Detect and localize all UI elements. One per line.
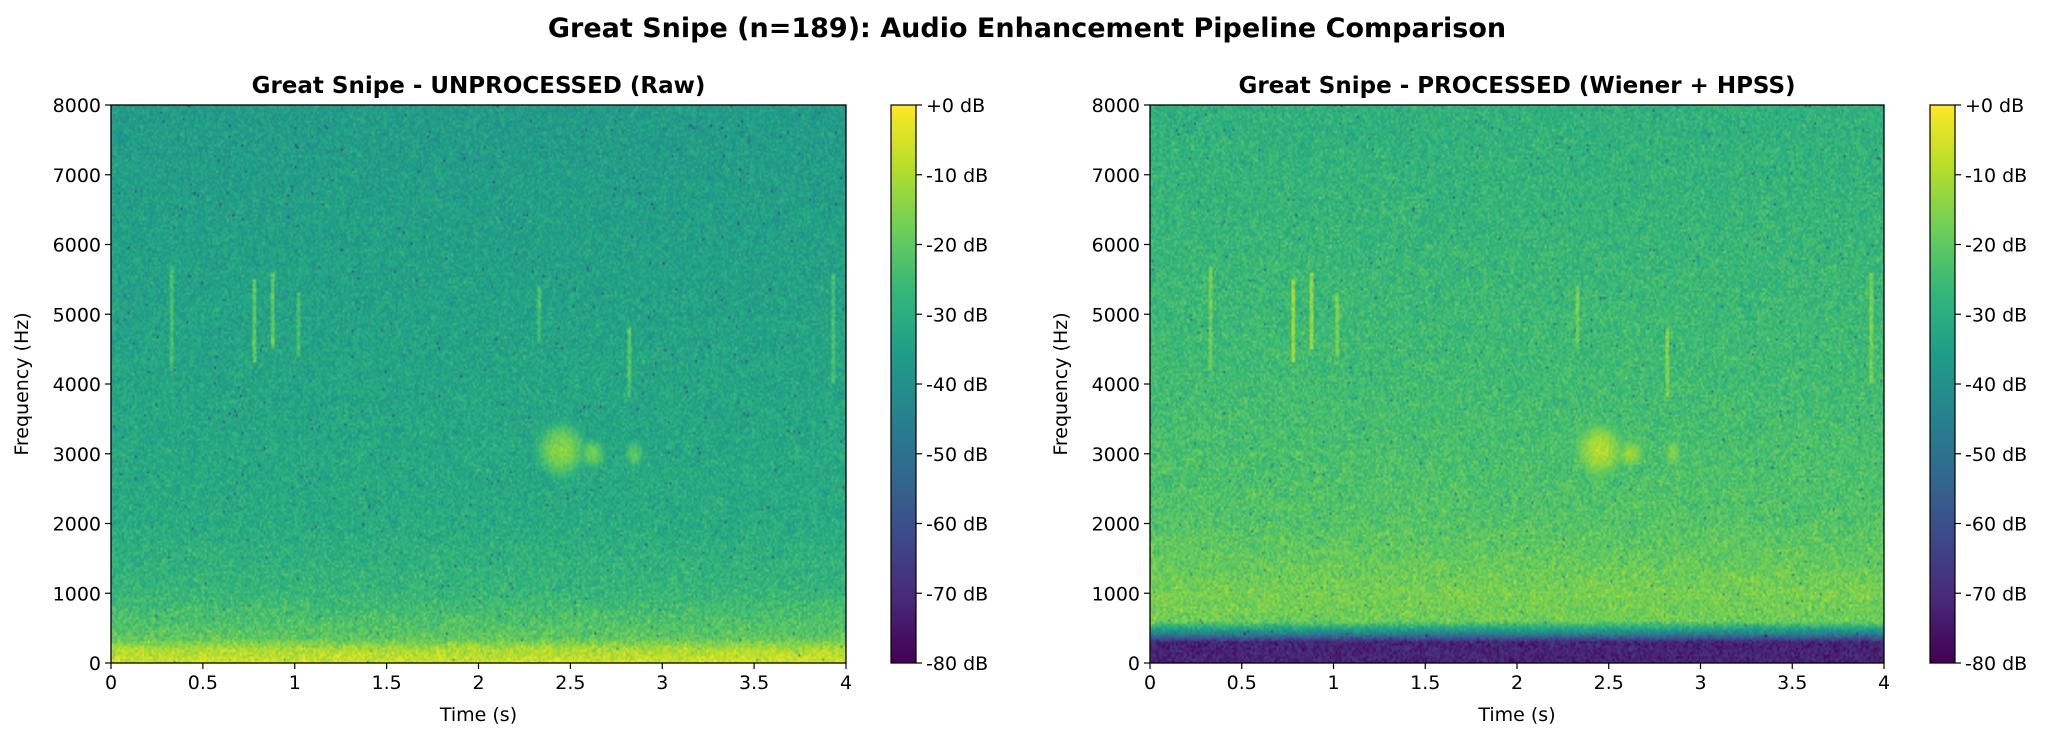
y-tick-label: 6000	[53, 235, 101, 257]
y-tick-label: 1000	[1092, 583, 1140, 605]
y-tick-label: 8000	[53, 95, 101, 117]
x-tick-label: 1	[1327, 672, 1339, 694]
colorbar-tick-label: -50 dB	[926, 444, 988, 466]
figure-suptitle: Great Snipe (n=189): Audio Enhancement P…	[548, 13, 1506, 44]
colorbar-tick-label: +0 dB	[1965, 95, 2024, 117]
spectrogram-image	[111, 105, 846, 663]
x-tick-label: 0.5	[188, 672, 218, 694]
colorbar-gradient	[891, 105, 916, 663]
colorbar-tick-label: -70 dB	[1965, 583, 2027, 605]
colorbar-tick-label: -40 dB	[926, 374, 988, 396]
x-tick-label: 2	[472, 672, 484, 694]
y-tick-label: 7000	[1092, 165, 1140, 187]
y-tick-label: 5000	[53, 304, 101, 326]
y-tick-label: 1000	[53, 583, 101, 605]
colorbar-tick-label: -60 dB	[1965, 514, 2027, 536]
y-axis-label: Frequency (Hz)	[11, 312, 33, 455]
x-tick-label: 2.5	[1594, 672, 1624, 694]
colorbar-tick-label: -80 dB	[926, 653, 988, 675]
colorbar-tick-label: -30 dB	[1965, 304, 2027, 326]
x-tick-label: 1.5	[1410, 672, 1440, 694]
panel-title: Great Snipe - UNPROCESSED (Raw)	[252, 73, 706, 99]
y-tick-label: 0	[89, 653, 101, 675]
x-tick-label: 4	[840, 672, 852, 694]
y-tick-label: 8000	[1092, 95, 1140, 117]
y-tick-label: 0	[1128, 653, 1140, 675]
colorbar-tick-label: -10 dB	[926, 165, 988, 187]
y-tick-label: 2000	[53, 514, 101, 536]
x-tick-label: 0	[105, 672, 117, 694]
x-tick-label: 4	[1878, 672, 1890, 694]
y-tick-label: 4000	[1092, 374, 1140, 396]
x-tick-label: 1	[289, 672, 301, 694]
colorbar-gradient	[1930, 105, 1955, 663]
x-tick-label: 1.5	[372, 672, 402, 694]
x-tick-label: 0	[1144, 672, 1156, 694]
x-tick-label: 3	[1694, 672, 1706, 694]
y-tick-label: 4000	[53, 374, 101, 396]
spectrogram-panel-2: Great Snipe - PROCESSED (Wiener + HPSS) 0…	[1050, 73, 2027, 726]
colorbar-tick-label: -80 dB	[1965, 653, 2027, 675]
x-tick-label: 0.5	[1227, 672, 1257, 694]
y-tick-label: 7000	[53, 165, 101, 187]
panels: Great Snipe - UNPROCESSED (Raw) 0 0.5 1 1.5 2…	[11, 73, 2027, 726]
y-tick-label: 2000	[1092, 514, 1140, 536]
colorbar-tick-label: -40 dB	[1965, 374, 2027, 396]
colorbar-tick-label: -60 dB	[926, 514, 988, 536]
y-tick-label: 5000	[1092, 304, 1140, 326]
colorbar-tick-label: -20 dB	[1965, 235, 2027, 257]
y-tick-label: 6000	[1092, 235, 1140, 257]
colorbar-tick-label: -10 dB	[1965, 165, 2027, 187]
colorbar-tick-label: -50 dB	[1965, 444, 2027, 466]
panel-title: Great Snipe - PROCESSED (Wiener + HPSS)	[1238, 73, 1795, 99]
x-tick-label: 2.5	[555, 672, 585, 694]
spectrogram-image	[1150, 105, 1884, 663]
x-tick-label: 2	[1511, 672, 1523, 694]
x-tick-label: 3.5	[739, 672, 769, 694]
x-axis-label: Time (s)	[1477, 704, 1555, 726]
colorbar: +0 dB -10 dB -20 dB -30 dB -40 dB -50 dB -60 d…	[890, 95, 988, 675]
y-tick-label: 3000	[1092, 444, 1140, 466]
x-axis-label: Time (s)	[439, 704, 517, 726]
y-axis-label: Frequency (Hz)	[1050, 312, 1072, 455]
colorbar-tick-label: -30 dB	[926, 304, 988, 326]
y-tick-label: 3000	[53, 444, 101, 466]
x-tick-label: 3.5	[1777, 672, 1807, 694]
x-tick-label: 3	[656, 672, 668, 694]
colorbar: +0 dB -10 dB -20 dB -30 dB -40 dB -50 dB -60 d…	[1929, 95, 2027, 675]
colorbar-tick-label: -70 dB	[926, 583, 988, 605]
spectrogram-panel-1: Great Snipe - UNPROCESSED (Raw) 0 0.5 1 1.5 2…	[11, 73, 988, 726]
colorbar-tick-label: -20 dB	[926, 235, 988, 257]
colorbar-tick-label: +0 dB	[926, 95, 985, 117]
